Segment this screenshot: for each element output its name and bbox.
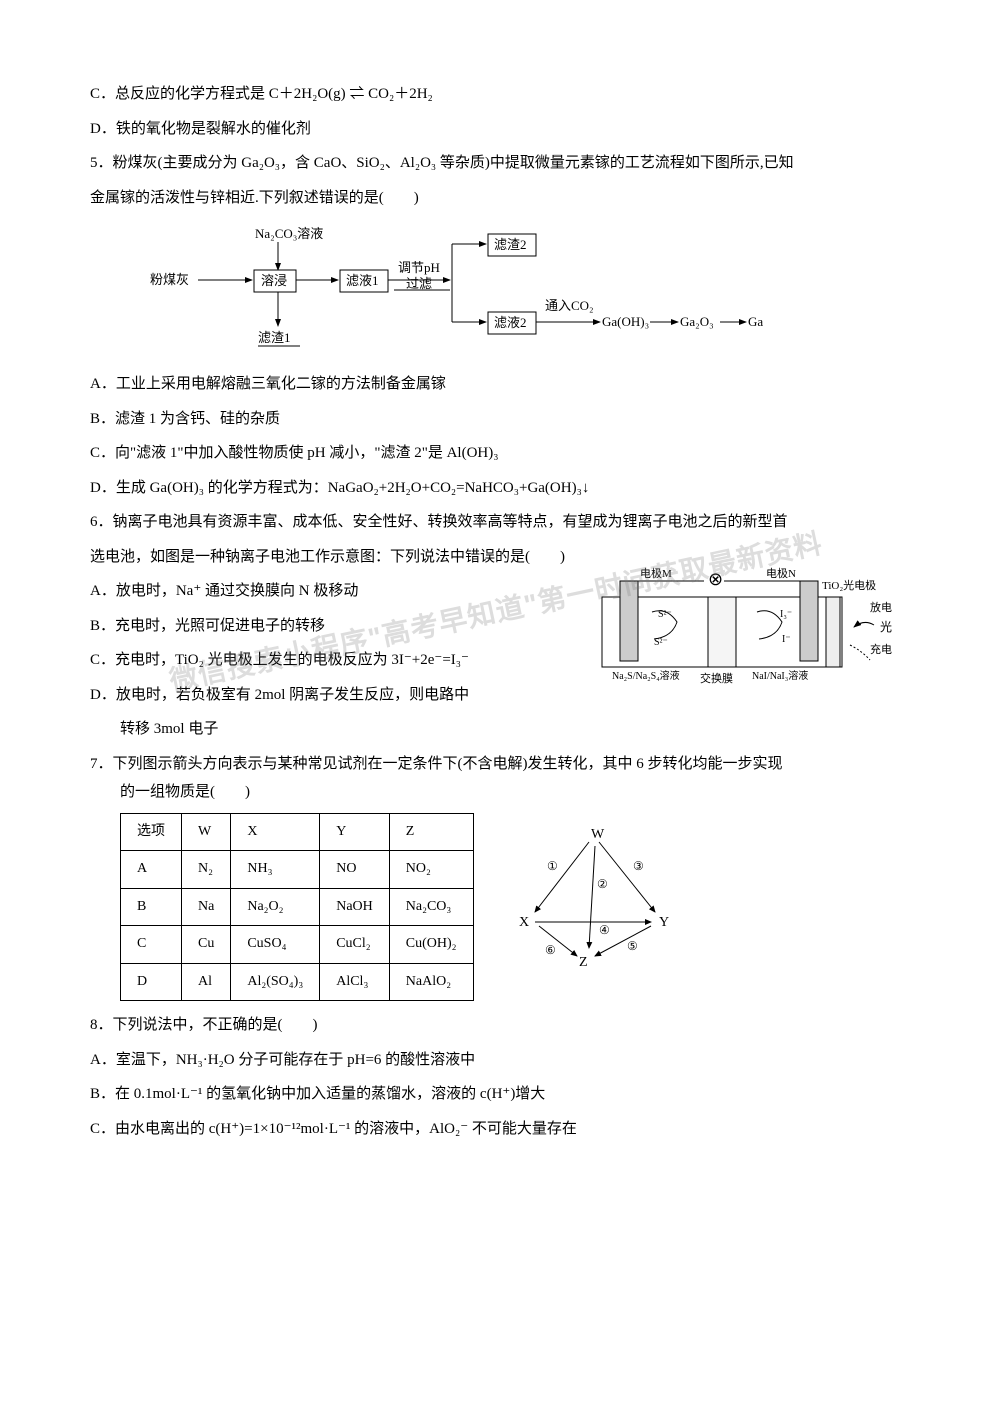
q4-option-c: C．总反应的化学方程式是 C＋2H₂O(g) ⇌ CO₂＋2H₂ [90, 80, 902, 109]
q5-option-d: D．生成 Ga(OH)₃ 的化学方程式为：NaGaO₂+2H₂O+CO₂=NaH… [90, 474, 902, 503]
electrode-n-label: 电极N [766, 567, 796, 580]
table-cell: A [121, 851, 182, 889]
s2-label-2: S²⁻ [654, 637, 668, 648]
q5-option-b: B．滤渣 1 为含钙、硅的杂质 [90, 405, 902, 434]
table-cell: Cu [182, 926, 231, 964]
q5-stem-line2: 金属镓的活泼性与锌相近.下列叙述错误的是( ) [90, 184, 902, 213]
node-x: X [519, 915, 529, 930]
flow-product1: Ga(OH)₃ [602, 314, 649, 329]
table-cell: NO₂ [389, 851, 473, 889]
q5-option-c: C．向"滤液 1"中加入酸性物质使 pH 减小，"滤渣 2"是 Al(OH)₃ [90, 439, 902, 468]
q7-container: 选项 W X Y Z A N₂ NH₃ NO NO₂ B Na Na₂O₂ Na… [90, 813, 902, 1002]
table-cell: NaOH [320, 888, 390, 926]
i3-label: I₃⁻ [780, 609, 792, 620]
flow-reagent2: 通入CO₂ [545, 298, 594, 313]
table-header: X [231, 813, 320, 851]
q7-table: 选项 W X Y Z A N₂ NH₃ NO NO₂ B Na Na₂O₂ Na… [120, 813, 474, 1002]
table-cell: NaAlO₂ [389, 963, 473, 1001]
q6-wrapper: 微信搜索小程序"高考早知道"第一时间获取最新资料 6．钠离子电池具有资源丰富、成… [90, 508, 902, 715]
table-row: C Cu CuSO₄ CuCl₂ Cu(OH)₂ [121, 926, 474, 964]
q6-stem-line1: 6．钠离子电池具有资源丰富、成本低、安全性好、转换效率高等特点，有望成为锂离子电… [90, 508, 902, 537]
table-row: B Na Na₂O₂ NaOH Na₂CO₃ [121, 888, 474, 926]
q6-option-b: B．充电时，光照可促进电子的转移 [90, 612, 572, 641]
q4-option-d: D．铁的氧化物是裂解水的催化剂 [90, 115, 902, 144]
table-cell: NH₃ [231, 851, 320, 889]
table-cell: Na₂CO₃ [389, 888, 473, 926]
table-cell: D [121, 963, 182, 1001]
edge-4: ④ [599, 923, 610, 937]
q6-option-d-cont: 转移 3mol 电子 [120, 715, 902, 744]
flow-product3: Ga [748, 314, 763, 329]
flow-residue2: 滤渣2 [494, 237, 527, 252]
q8-option-c: C．由水电离出的 c(H⁺)=1×10⁻¹²mol·L⁻¹ 的溶液中，AlO₂⁻… [90, 1115, 902, 1144]
table-header: Y [320, 813, 390, 851]
node-y: Y [659, 915, 669, 930]
table-header: W [182, 813, 231, 851]
discharge-label: 放电 [870, 600, 892, 614]
i-label: I⁻ [782, 634, 791, 645]
flow-input: 粉煤灰 [150, 272, 189, 287]
flow-filtrate2: 滤液2 [494, 315, 527, 330]
q5-stem-line1: 5．粉煤灰(主要成分为 Ga₂O₃，含 CaO、SiO₂、Al₂O₃ 等杂质)中… [90, 149, 902, 178]
edge-6: ⑥ [545, 943, 556, 957]
table-row: D Al Al₂(SO₄)₃ AlCl₃ NaAlO₂ [121, 963, 474, 1001]
flow-step1: 溶浸 [261, 273, 287, 288]
light-label: 光 [880, 620, 892, 634]
q6-option-d: D．放电时，若负极室有 2mol 阴离子发生反应，则电路中 [90, 681, 572, 710]
table-cell: AlCl₃ [320, 963, 390, 1001]
table-cell: CuCl₂ [320, 926, 390, 964]
right-solution-label: NaI/NaI₃溶液 [752, 669, 808, 682]
q5-flowchart: Na₂CO₃溶液 粉煤灰 溶浸 滤渣1 滤液1 调节pH 过滤 滤渣2 滤液2 … [150, 226, 770, 356]
q7-stem-line1: 7．下列图示箭头方向表示与某种常见试剂在一定条件下(不含电解)发生转化，其中 6… [90, 750, 902, 779]
table-cell: B [121, 888, 182, 926]
table-cell: N₂ [182, 851, 231, 889]
node-w: W [591, 827, 605, 842]
q6-option-c: C．充电时，TiO₂ 光电极上发生的电极反应为 3I⁻+2e⁻=I₃⁻ [90, 646, 572, 675]
q8-stem: 8．下列说法中，不正确的是( ) [90, 1011, 902, 1040]
charge-label: 充电 [870, 642, 892, 656]
membrane-label: 交换膜 [700, 671, 733, 685]
table-cell: Cu(OH)₂ [389, 926, 473, 964]
table-cell: NO [320, 851, 390, 889]
edge-1: ① [547, 859, 558, 873]
flow-step2-2: 过滤 [406, 276, 432, 291]
q5-option-a: A．工业上采用电解熔融三氧化二镓的方法制备金属镓 [90, 370, 902, 399]
table-cell: Al₂(SO₄)₃ [231, 963, 320, 1001]
edge-2: ② [597, 877, 608, 891]
flow-reagent1: Na₂CO₃溶液 [255, 226, 323, 241]
q6-battery-diagram: ⊗ 电极M 电极N TiO₂光电极 交换膜 S²⁻ S²⁻ I₃⁻ I⁻ Na₂… [582, 567, 902, 707]
q6-option-a: A．放电时，Na⁺ 通过交换膜向 N 极移动 [90, 577, 572, 606]
table-cell: Na₂O₂ [231, 888, 320, 926]
q7-diagram: W X Y Z ① ② ③ ④ ⑤ ⑥ [499, 818, 689, 978]
table-row: 选项 W X Y Z [121, 813, 474, 851]
tio2-label: TiO₂光电极 [822, 578, 876, 592]
q7-stem-line2: 的一组物质是( ) [120, 778, 902, 807]
s2-label-1: S²⁻ [658, 609, 672, 620]
edge-5: ⑤ [627, 939, 638, 953]
node-z: Z [579, 955, 588, 970]
table-header: 选项 [121, 813, 182, 851]
table-row: A N₂ NH₃ NO NO₂ [121, 851, 474, 889]
flow-filtrate1: 滤液1 [346, 273, 379, 288]
table-cell: CuSO₄ [231, 926, 320, 964]
edge-3: ③ [633, 859, 644, 873]
flow-residue1: 滤渣1 [258, 330, 291, 345]
flow-product2: Ga₂O₃ [680, 314, 714, 329]
bulb-icon: ⊗ [708, 569, 723, 589]
electrode-m-label: 电极M [640, 567, 672, 580]
q8-option-a: A．室温下，NH₃·H₂O 分子可能存在于 pH=6 的酸性溶液中 [90, 1046, 902, 1075]
table-cell: Na [182, 888, 231, 926]
table-header: Z [389, 813, 473, 851]
flow-step2-1: 调节pH [398, 260, 440, 275]
table-cell: Al [182, 963, 231, 1001]
q8-option-b: B．在 0.1mol·L⁻¹ 的氢氧化钠中加入适量的蒸馏水，溶液的 c(H⁺)增… [90, 1080, 902, 1109]
left-solution-label: Na₂S/Na₂S₄溶液 [612, 669, 680, 682]
table-cell: C [121, 926, 182, 964]
